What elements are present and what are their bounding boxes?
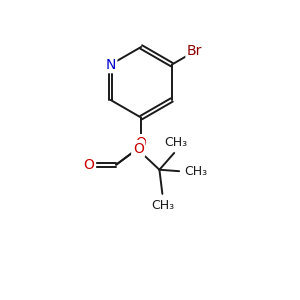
Text: CH₃: CH₃	[184, 165, 208, 178]
Text: O: O	[84, 158, 94, 172]
Text: O: O	[136, 136, 147, 150]
Text: CH₃: CH₃	[151, 199, 174, 212]
Text: CH₃: CH₃	[164, 136, 187, 148]
Text: O: O	[133, 142, 144, 155]
Text: Br: Br	[187, 44, 203, 58]
Text: N: N	[105, 58, 116, 72]
